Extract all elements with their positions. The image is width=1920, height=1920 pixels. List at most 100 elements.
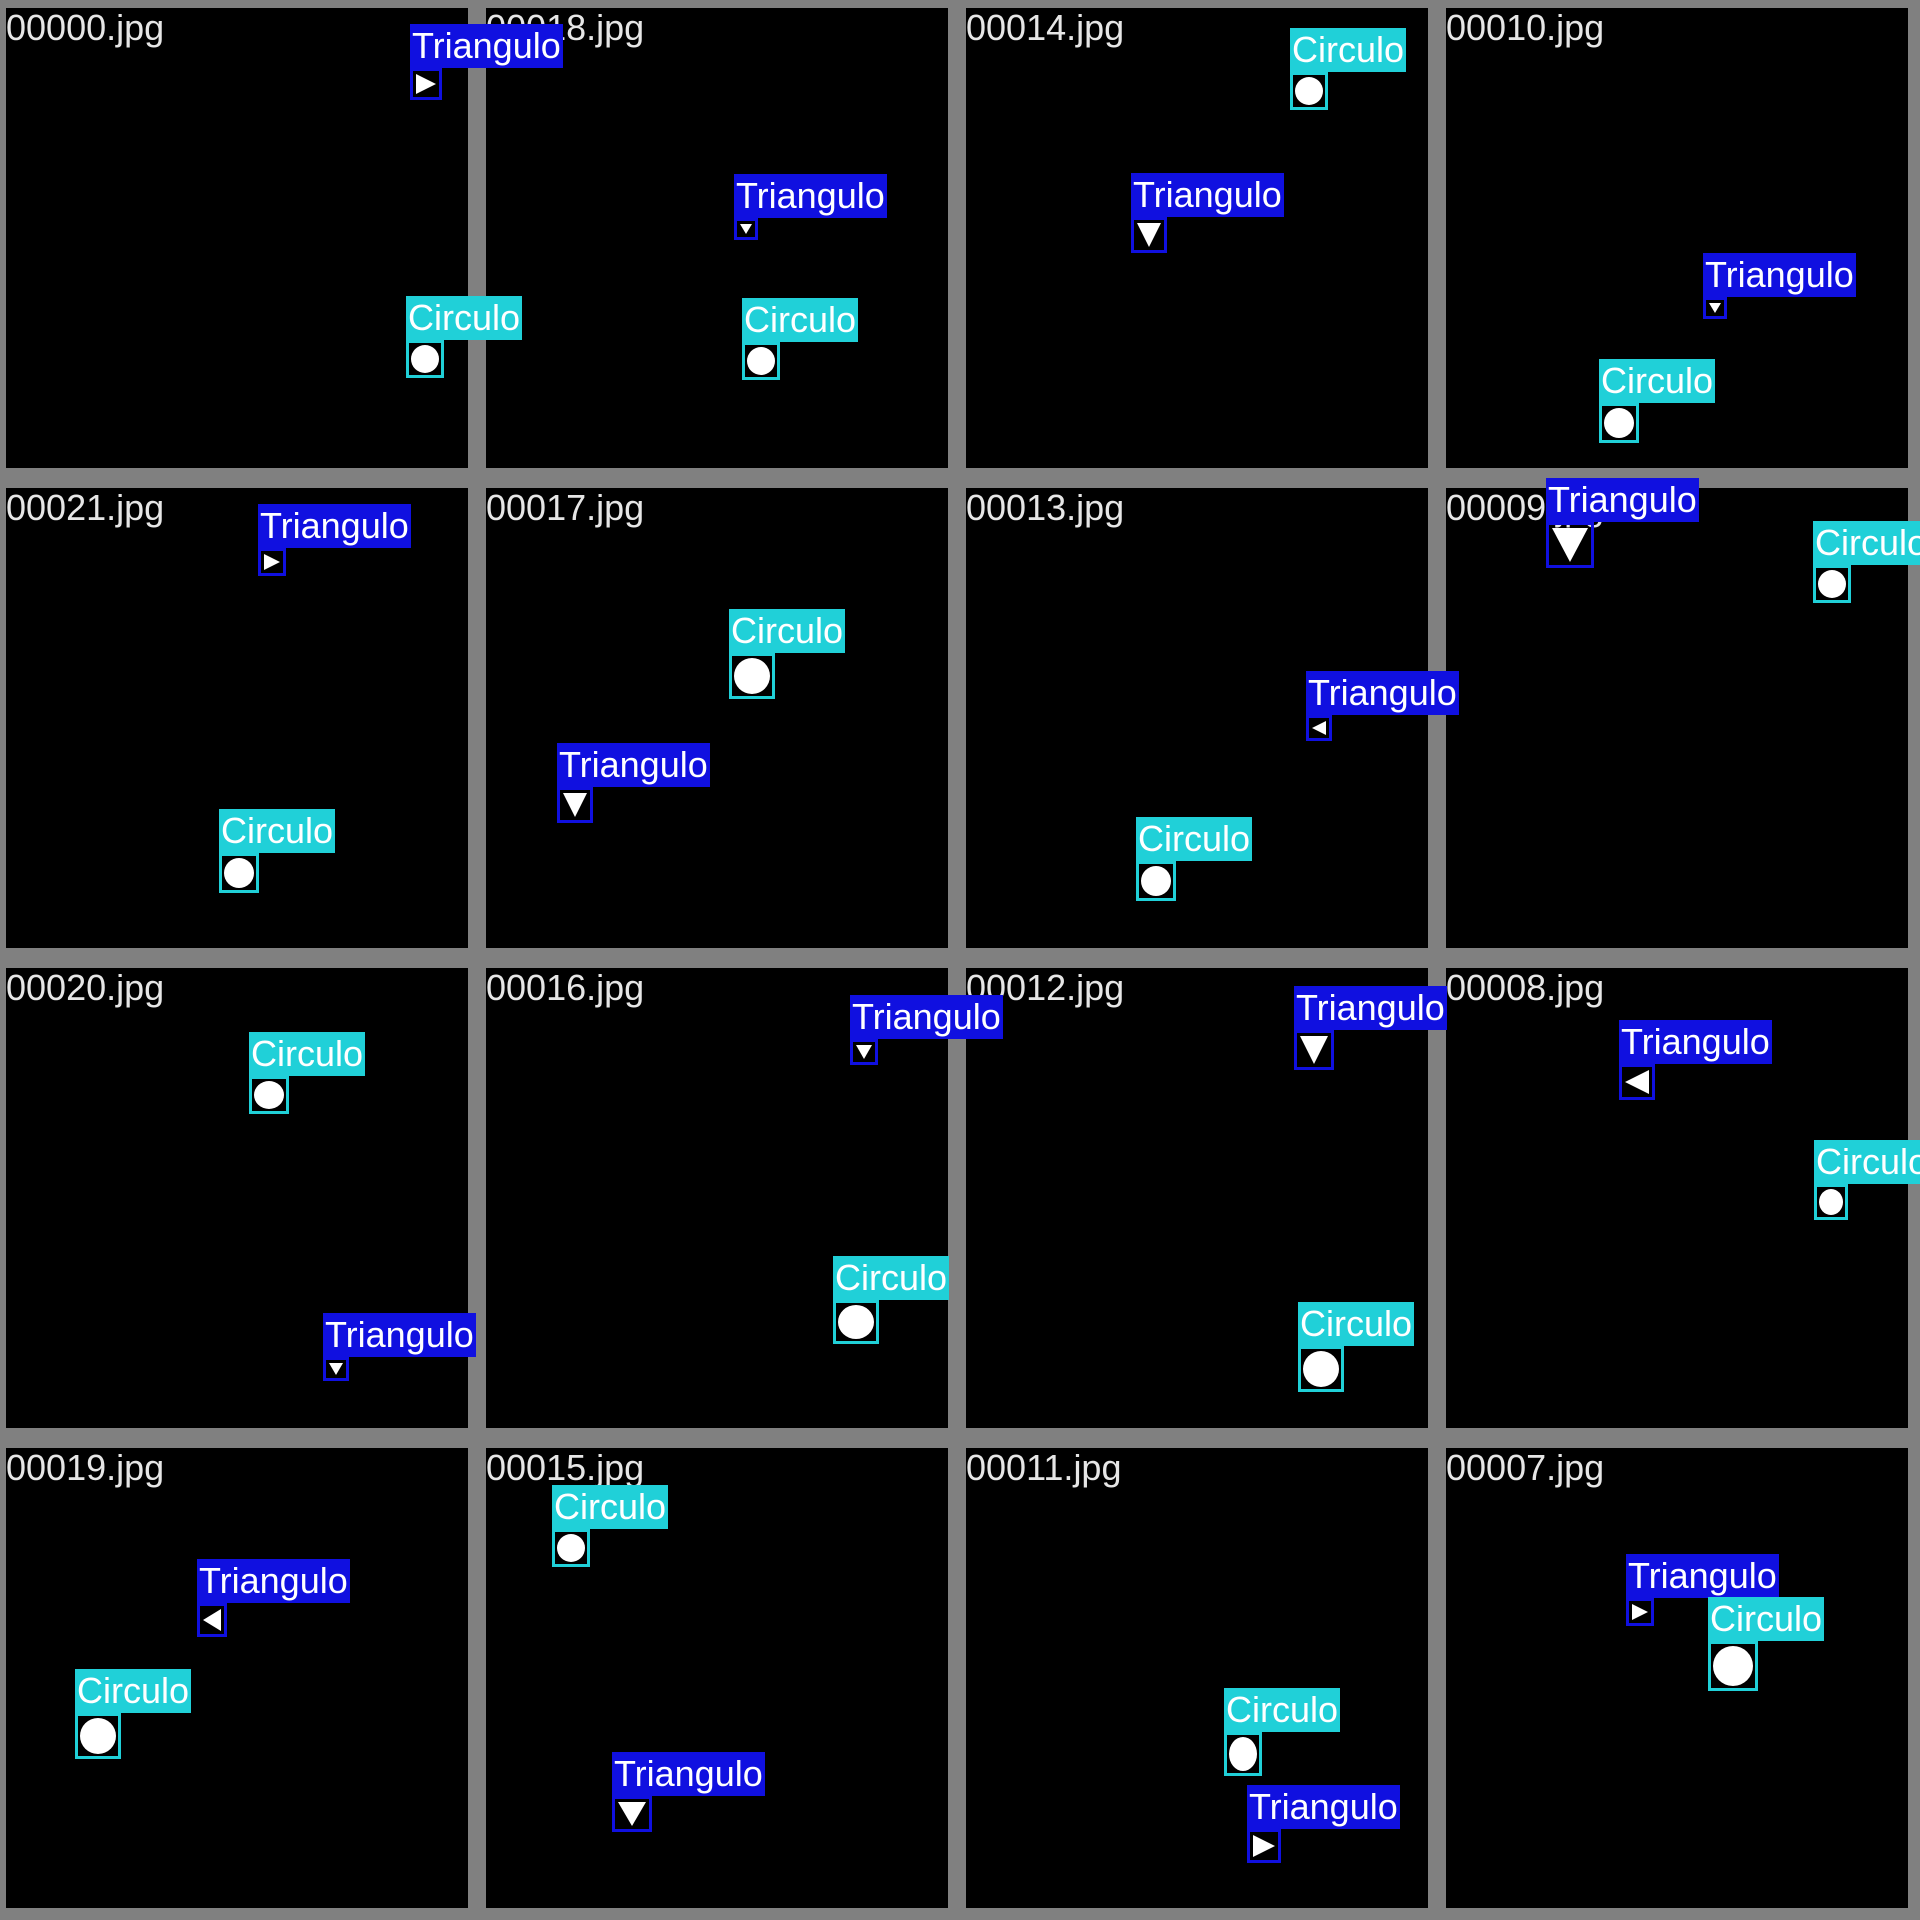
- image-filename: 00021.jpg: [6, 487, 165, 528]
- image-tile: 00017.jpg: [480, 480, 960, 960]
- image-canvas: [1446, 1448, 1908, 1908]
- bounding-box: [734, 218, 758, 240]
- bounding-box: [219, 853, 259, 893]
- triangle-shape-icon: [1552, 528, 1588, 562]
- class-label: Circulo: [1599, 359, 1716, 403]
- triangle-shape-icon: [618, 1802, 646, 1826]
- image-filename: 00011.jpg: [966, 1447, 1122, 1488]
- bounding-box: [1626, 1598, 1654, 1626]
- circle-shape-icon: [1303, 1351, 1339, 1387]
- bounding-box: [406, 340, 444, 378]
- bounding-box: [552, 1529, 590, 1567]
- triangle-shape-icon: [1300, 1036, 1328, 1064]
- bounding-box: [833, 1300, 879, 1344]
- bounding-box: [75, 1713, 121, 1759]
- triangle-shape-icon: [329, 1363, 343, 1375]
- circle-shape-icon: [1819, 1189, 1843, 1215]
- circle-shape-icon: [838, 1305, 874, 1339]
- class-label: Circulo: [729, 609, 846, 653]
- bounding-box: [410, 68, 442, 100]
- class-label: Circulo: [1290, 28, 1407, 72]
- bounding-box: [1224, 1732, 1262, 1776]
- bounding-box: [1619, 1064, 1655, 1100]
- bounding-box: [1290, 72, 1328, 110]
- bounding-box: [258, 548, 286, 576]
- image-tile: 00019.jpg: [0, 1440, 480, 1920]
- class-label: Circulo: [406, 296, 523, 340]
- circle-shape-icon: [1818, 570, 1846, 598]
- class-label: Triangulo: [1247, 1785, 1400, 1829]
- bounding-box: [729, 653, 775, 699]
- triangulo-detection: Triangulo: [557, 743, 710, 823]
- class-label: Circulo: [552, 1485, 669, 1529]
- bounding-box: [1136, 861, 1176, 901]
- triangulo-detection: Triangulo: [1294, 986, 1447, 1070]
- circle-shape-icon: [734, 658, 770, 694]
- class-label: Triangulo: [850, 995, 1003, 1039]
- class-label: Circulo: [75, 1669, 192, 1713]
- triangle-shape-icon: [203, 1609, 221, 1631]
- triangle-shape-icon: [1709, 303, 1721, 313]
- bounding-box: [1294, 1030, 1334, 1070]
- bounding-box: [612, 1796, 652, 1832]
- triangulo-detection: Triangulo: [1306, 671, 1459, 741]
- circulo-detection: Circulo: [833, 1256, 950, 1344]
- image-filename: 00013.jpg: [966, 487, 1125, 528]
- image-canvas: [6, 8, 468, 468]
- circle-shape-icon: [1141, 866, 1171, 896]
- image-tile: 00013.jpg: [960, 480, 1440, 960]
- image-canvas: [966, 8, 1428, 468]
- triangle-shape-icon: [264, 554, 280, 570]
- circulo-detection: Circulo: [75, 1669, 192, 1759]
- image-canvas: [966, 968, 1428, 1428]
- class-label: Triangulo: [1546, 478, 1699, 522]
- circle-shape-icon: [1229, 1737, 1257, 1771]
- image-filename: 00008.jpg: [1446, 967, 1605, 1008]
- bounding-box: [1131, 217, 1167, 253]
- triangulo-detection: Triangulo: [1247, 1785, 1400, 1863]
- triangle-shape-icon: [1137, 223, 1161, 247]
- image-canvas: [486, 968, 948, 1428]
- image-canvas: [486, 8, 948, 468]
- image-filename: 00014.jpg: [966, 7, 1125, 48]
- bounding-box: [1306, 715, 1332, 741]
- image-tile: 00011.jpg: [960, 1440, 1440, 1920]
- image-canvas: [966, 1448, 1428, 1908]
- triangulo-detection: Triangulo: [410, 24, 563, 100]
- triangulo-detection: Triangulo: [1703, 253, 1856, 319]
- image-tile: 00000.jpg: [0, 0, 480, 480]
- class-label: Triangulo: [1131, 173, 1284, 217]
- circle-shape-icon: [224, 858, 254, 888]
- image-tile: 00014.jpg: [960, 0, 1440, 480]
- image-tile: 00018.jpg: [480, 0, 960, 480]
- triangulo-detection: Triangulo: [1619, 1020, 1772, 1100]
- class-label: Circulo: [742, 298, 859, 342]
- class-label: Triangulo: [1306, 671, 1459, 715]
- class-label: Circulo: [1298, 1302, 1415, 1346]
- triangulo-detection: Triangulo: [734, 174, 887, 240]
- class-label: Circulo: [1708, 1597, 1825, 1641]
- image-filename: 00000.jpg: [6, 7, 165, 48]
- circulo-detection: Circulo: [552, 1485, 669, 1567]
- circle-shape-icon: [411, 345, 439, 373]
- circulo-detection: Circulo: [1599, 359, 1716, 443]
- circulo-detection: Circulo: [1813, 521, 1920, 603]
- circle-shape-icon: [80, 1718, 116, 1754]
- class-label: Circulo: [219, 809, 336, 853]
- circle-shape-icon: [747, 347, 775, 375]
- image-tile: 00010.jpg: [1440, 0, 1920, 480]
- triangle-shape-icon: [1632, 1604, 1648, 1620]
- class-label: Triangulo: [557, 743, 710, 787]
- bounding-box: [1599, 403, 1639, 443]
- class-label: Triangulo: [1619, 1020, 1772, 1064]
- image-canvas: [486, 488, 948, 948]
- bounding-box: [1247, 1829, 1281, 1863]
- triangulo-detection: Triangulo: [197, 1559, 350, 1637]
- circulo-detection: Circulo: [1708, 1597, 1825, 1691]
- class-label: Circulo: [833, 1256, 950, 1300]
- class-label: Circulo: [1136, 817, 1253, 861]
- circulo-detection: Circulo: [219, 809, 336, 893]
- triangle-shape-icon: [740, 224, 752, 234]
- triangulo-detection: Triangulo: [1626, 1554, 1779, 1626]
